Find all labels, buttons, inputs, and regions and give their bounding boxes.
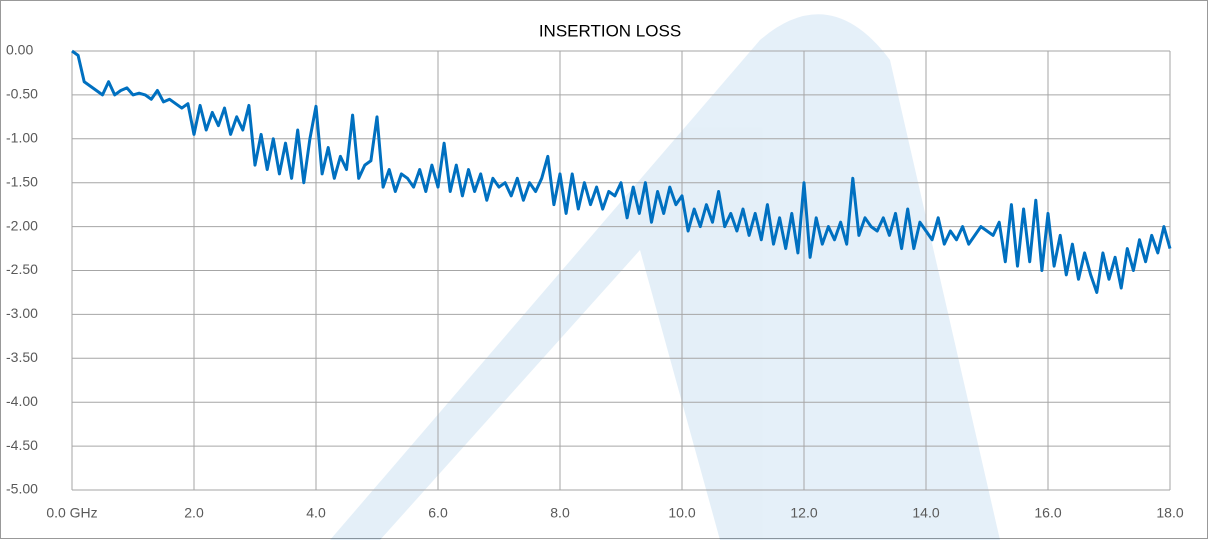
y-tick-label: -3.50 xyxy=(6,349,38,365)
y-tick-label: -1.50 xyxy=(6,173,38,189)
x-tick-label: 14.0 xyxy=(912,505,939,521)
x-tick-label: 10.0 xyxy=(668,505,695,521)
y-tick-label: -1.00 xyxy=(6,130,38,146)
x-tick-label: 16.0 xyxy=(1034,505,1061,521)
y-tick-label: -3.00 xyxy=(6,305,38,321)
x-tick-label: 4.0 xyxy=(306,505,326,521)
y-tick-label: -0.50 xyxy=(6,86,38,102)
watermark xyxy=(330,14,1000,540)
y-tick-label: -2.00 xyxy=(6,217,38,233)
y-tick-label: -4.50 xyxy=(6,437,38,453)
y-tick-label: -5.00 xyxy=(6,481,38,497)
x-tick-label: 18.0 xyxy=(1156,505,1183,521)
x-tick-label: 2.0 xyxy=(184,505,204,521)
y-tick-label: 0.00 xyxy=(6,42,33,58)
series-line xyxy=(71,49,1172,294)
y-tick-label: -4.00 xyxy=(6,393,38,409)
x-tick-label: 12.0 xyxy=(790,505,817,521)
x-tick-label: 6.0 xyxy=(428,505,448,521)
chart-title: INSERTION LOSS xyxy=(539,21,681,40)
x-tick-label: 8.0 xyxy=(550,505,570,521)
x-tick-label: 0.0 GHz xyxy=(46,505,97,521)
y-tick-label: -2.50 xyxy=(6,261,38,277)
